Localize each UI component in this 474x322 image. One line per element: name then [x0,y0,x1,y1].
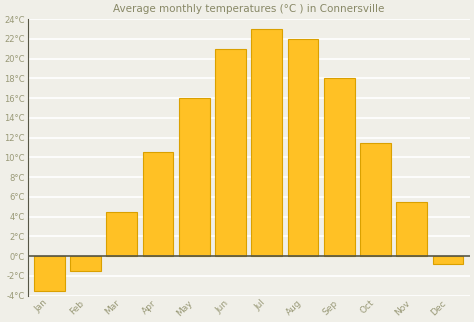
Bar [34,256,65,290]
Bar [107,212,137,256]
Bar [251,29,282,256]
Title: Average monthly temperatures (°C ) in Connersville: Average monthly temperatures (°C ) in Co… [113,4,384,14]
Bar [179,98,210,256]
Bar [433,256,464,264]
Bar [324,78,355,256]
Bar [360,143,391,256]
Bar [143,152,173,256]
Bar [70,256,101,271]
Bar [215,49,246,256]
Bar [288,39,319,256]
Bar [396,202,427,256]
